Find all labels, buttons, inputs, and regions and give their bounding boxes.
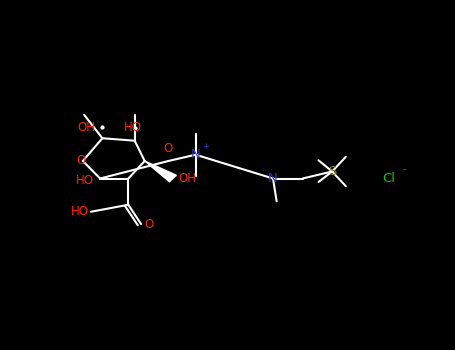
- Text: HO: HO: [76, 174, 94, 187]
- Text: O: O: [76, 154, 85, 168]
- Text: +: +: [202, 142, 209, 152]
- Text: OH: OH: [178, 172, 197, 185]
- Polygon shape: [145, 161, 177, 182]
- Text: HO: HO: [71, 205, 89, 218]
- Text: ⁻: ⁻: [401, 167, 407, 177]
- Text: O: O: [164, 142, 173, 155]
- Text: N: N: [268, 172, 278, 185]
- Text: N: N: [191, 148, 201, 161]
- Text: Cl: Cl: [382, 172, 395, 185]
- Text: O: O: [145, 217, 154, 231]
- Text: OH: OH: [77, 121, 96, 134]
- Text: HO: HO: [123, 121, 142, 134]
- Text: S: S: [328, 165, 336, 178]
